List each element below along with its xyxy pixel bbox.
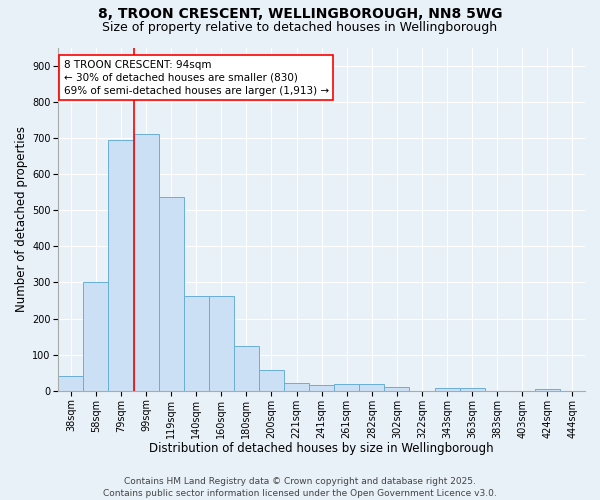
Bar xyxy=(184,296,209,391)
Text: Contains HM Land Registry data © Crown copyright and database right 2025.
Contai: Contains HM Land Registry data © Crown c… xyxy=(103,476,497,498)
Bar xyxy=(385,387,409,391)
Bar xyxy=(284,383,309,391)
Bar xyxy=(460,388,485,391)
Bar xyxy=(359,384,385,391)
Bar xyxy=(58,376,83,391)
Bar xyxy=(535,389,560,391)
Bar xyxy=(259,370,284,391)
Bar xyxy=(234,346,259,391)
Text: 8 TROON CRESCENT: 94sqm
← 30% of detached houses are smaller (830)
69% of semi-d: 8 TROON CRESCENT: 94sqm ← 30% of detache… xyxy=(64,60,329,96)
X-axis label: Distribution of detached houses by size in Wellingborough: Distribution of detached houses by size … xyxy=(149,442,494,455)
Bar xyxy=(109,140,134,391)
Text: 8, TROON CRESCENT, WELLINGBOROUGH, NN8 5WG: 8, TROON CRESCENT, WELLINGBOROUGH, NN8 5… xyxy=(98,8,502,22)
Bar xyxy=(434,388,460,391)
Bar xyxy=(309,384,334,391)
Bar xyxy=(158,198,184,391)
Text: Size of property relative to detached houses in Wellingborough: Size of property relative to detached ho… xyxy=(103,21,497,34)
Bar xyxy=(334,384,359,391)
Bar xyxy=(209,296,234,391)
Bar xyxy=(83,282,109,391)
Y-axis label: Number of detached properties: Number of detached properties xyxy=(15,126,28,312)
Bar xyxy=(134,134,158,391)
